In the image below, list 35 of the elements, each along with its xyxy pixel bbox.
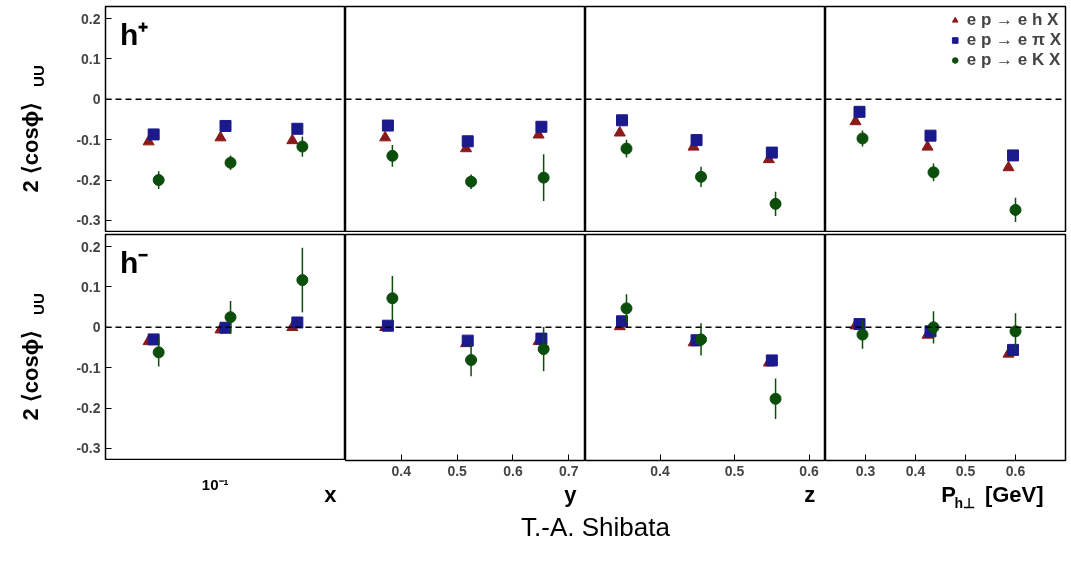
y-tick-label: 0.1 xyxy=(81,278,101,295)
y-axis-title: 2 ⟨cosϕ⟩UU xyxy=(18,293,47,421)
annotation: h⁻ xyxy=(119,245,149,279)
y-tick-label: 0.2 xyxy=(81,238,101,255)
y-tick-label: -0.2 xyxy=(76,172,101,189)
x-tick-label: 0.6 xyxy=(1005,462,1026,479)
annotation: h⁺ xyxy=(119,17,149,51)
y-tick-label: 0 xyxy=(92,91,101,108)
y-axis-title: 2 ⟨cosϕ⟩UU xyxy=(18,65,47,193)
x-tick-label: 0.7 xyxy=(559,462,579,479)
x-tick-label: 0.4 xyxy=(650,462,670,479)
x-tick-label: 0.6 xyxy=(503,462,523,479)
y-tick-label: -0.1 xyxy=(76,359,101,376)
y-tick-label: 0 xyxy=(92,319,101,336)
y-tick-label: 0.2 xyxy=(81,10,101,27)
x-tick-label: 0.4 xyxy=(905,462,926,479)
x-tick-label: 0.5 xyxy=(447,462,468,479)
x-tick-label: 0.4 xyxy=(391,462,412,479)
y-tick-label: -0.3 xyxy=(76,440,101,457)
legend-label: e p → e π X xyxy=(966,30,1061,50)
legend-label: e p → e h X xyxy=(966,10,1059,30)
text: T.-A. Shibata xyxy=(521,511,671,542)
x-tick-label: 0.5 xyxy=(955,462,976,479)
y-tick-label: -0.2 xyxy=(76,400,101,417)
x-tick-label: 0.3 xyxy=(855,462,876,479)
text: 10⁻¹ xyxy=(201,476,229,493)
x-axis-title: y xyxy=(564,482,578,507)
x-tick-label: 0.5 xyxy=(724,462,745,479)
y-tick-label: -0.1 xyxy=(76,131,101,148)
y-tick-label: -0.3 xyxy=(76,212,101,229)
y-tick-label: 0.1 xyxy=(81,50,101,67)
x-axis-title: x xyxy=(324,482,338,507)
x-axis-title: z xyxy=(804,482,816,507)
x-tick-label: 0.6 xyxy=(799,462,820,479)
legend-label: e p → e K X xyxy=(966,50,1061,70)
